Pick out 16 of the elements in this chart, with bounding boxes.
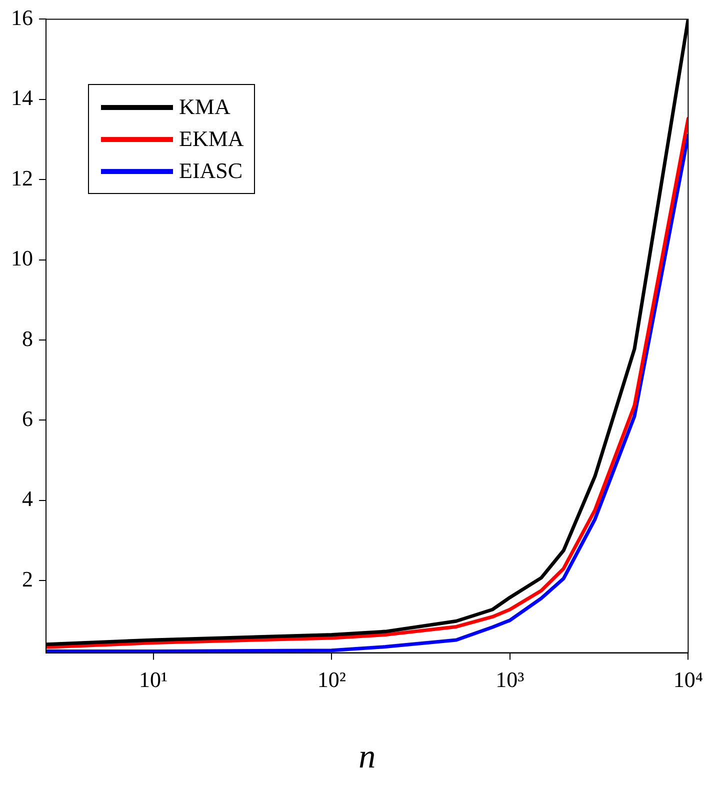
y-tick-label: 10 [11, 246, 33, 271]
y-tick-label: 16 [11, 4, 33, 30]
y-tick-label: 6 [22, 406, 33, 431]
y-tick-label: 14 [11, 85, 33, 110]
y-tick-label: 8 [22, 326, 33, 351]
y-tick-label: 4 [22, 486, 33, 512]
legend-label: EKMA [179, 126, 244, 152]
x-tick-label: 10⁴ [673, 666, 704, 692]
legend-label: EIASC [179, 158, 243, 184]
x-tick-label: 10³ [496, 666, 525, 692]
x-tick-label: 10¹ [139, 666, 168, 692]
x-axis-title: n [358, 738, 376, 776]
legend-label: KMA [179, 94, 230, 120]
y-tick-label: 2 [22, 566, 33, 592]
x-tick-label: 10² [317, 666, 346, 692]
y-tick-label: 12 [11, 165, 33, 190]
